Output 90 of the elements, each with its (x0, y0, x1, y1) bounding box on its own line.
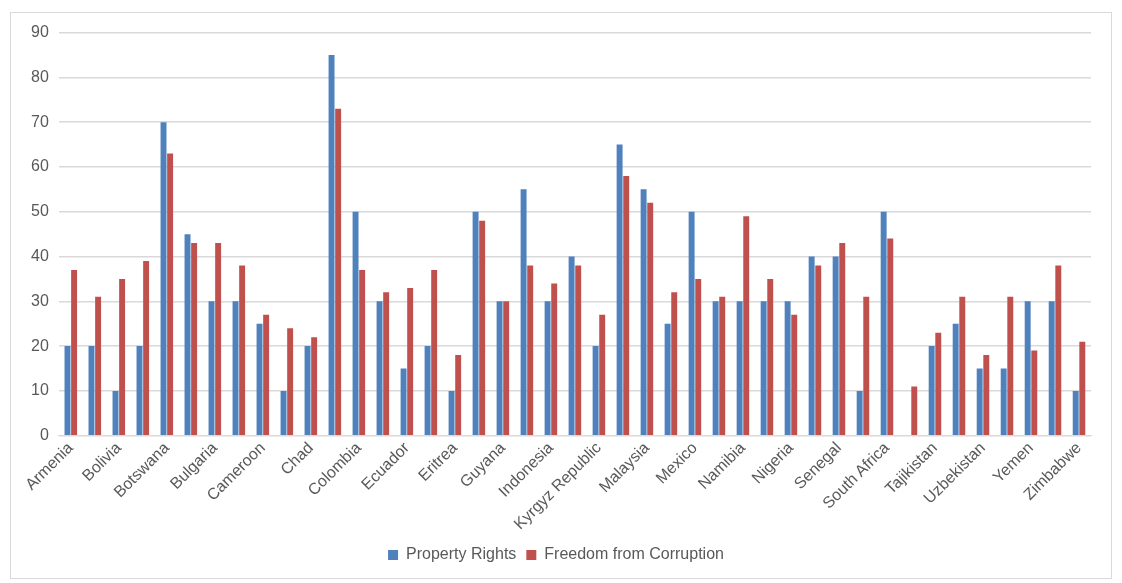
bar (887, 238, 894, 435)
bar (568, 256, 575, 435)
bar (616, 144, 623, 435)
bar (191, 243, 198, 435)
bar (1055, 265, 1062, 435)
bar (359, 269, 366, 435)
bar (472, 211, 479, 435)
bar (1000, 368, 1007, 435)
bar (304, 346, 311, 435)
bar (424, 346, 431, 435)
bar (599, 314, 606, 435)
bar (743, 216, 750, 435)
bar (311, 337, 318, 435)
y-tick-label: 30 (31, 291, 49, 309)
bar (664, 323, 671, 435)
bar (95, 296, 102, 435)
bar (431, 269, 438, 435)
bar (407, 287, 414, 435)
bar (592, 346, 599, 435)
bar (767, 278, 774, 435)
legend-label: Property Rights (406, 545, 517, 563)
bar (479, 220, 486, 435)
bar (383, 292, 390, 435)
bar (640, 189, 647, 435)
y-tick-label: 0 (39, 426, 49, 444)
bar (928, 346, 935, 435)
bar (215, 243, 222, 435)
y-tick-label: 80 (31, 67, 49, 85)
bar (911, 386, 918, 435)
bar (1048, 301, 1055, 435)
bar (503, 301, 510, 435)
bar (760, 301, 767, 435)
bar (239, 265, 246, 435)
bar (143, 261, 150, 435)
bar (263, 314, 270, 435)
bar (959, 296, 966, 435)
bar (1024, 301, 1031, 435)
bar (791, 314, 798, 435)
bar (448, 390, 455, 435)
bar (455, 355, 462, 435)
bar (935, 332, 942, 435)
bar (952, 323, 959, 435)
bar (976, 368, 983, 435)
bar (335, 108, 342, 435)
bar (1079, 341, 1086, 435)
bar (815, 265, 822, 435)
bar (328, 54, 335, 435)
bar (1072, 390, 1079, 435)
bar (544, 301, 551, 435)
bar (352, 211, 359, 435)
bar (232, 301, 239, 435)
bar (647, 202, 654, 435)
bar (712, 301, 719, 435)
bar (863, 296, 870, 435)
bar (784, 301, 791, 435)
bar (376, 301, 383, 435)
y-tick-label: 40 (31, 246, 49, 264)
bar (527, 265, 534, 435)
bar (808, 256, 815, 435)
bar (695, 278, 702, 435)
y-tick-label: 50 (31, 202, 49, 220)
bar (280, 390, 287, 435)
bar (839, 243, 846, 435)
bar (688, 211, 695, 435)
y-tick-label: 90 (31, 23, 49, 41)
bar (880, 211, 887, 435)
bar (119, 278, 126, 435)
bar (1007, 296, 1014, 435)
bar (832, 256, 839, 435)
bar (287, 328, 294, 435)
bar (1031, 350, 1038, 435)
bar (167, 153, 174, 435)
bar (496, 301, 503, 435)
bar (623, 175, 630, 435)
y-tick-label: 60 (31, 157, 49, 175)
bar (736, 301, 743, 435)
y-tick-label: 10 (31, 381, 49, 399)
legend-label: Freedom from Corruption (544, 545, 724, 563)
bar (256, 323, 263, 435)
bar (551, 283, 558, 435)
bar (575, 265, 582, 435)
bar (719, 296, 726, 435)
bar (856, 390, 863, 435)
bar (983, 355, 990, 435)
bar (400, 368, 407, 435)
y-tick-label: 20 (31, 336, 49, 354)
bar (520, 189, 527, 435)
bar (671, 292, 678, 435)
y-tick-label: 70 (31, 112, 49, 130)
bar (71, 269, 78, 435)
